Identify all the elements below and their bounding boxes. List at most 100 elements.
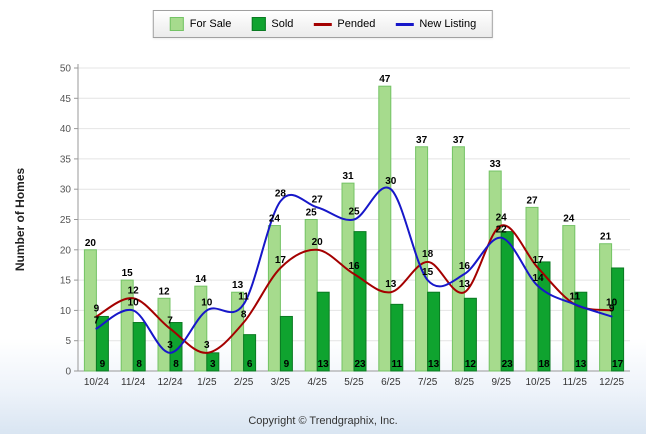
svg-text:17: 17 bbox=[612, 359, 624, 370]
svg-text:14: 14 bbox=[532, 273, 544, 284]
pended-swatch-icon bbox=[313, 22, 332, 26]
svg-text:8: 8 bbox=[241, 310, 247, 321]
svg-text:13: 13 bbox=[385, 279, 397, 290]
svg-text:20: 20 bbox=[312, 237, 324, 248]
svg-text:3/25: 3/25 bbox=[271, 377, 291, 388]
svg-text:12/24: 12/24 bbox=[157, 377, 182, 388]
svg-text:7: 7 bbox=[167, 316, 173, 327]
svg-text:30: 30 bbox=[385, 176, 397, 187]
svg-text:9: 9 bbox=[94, 303, 100, 314]
svg-text:37: 37 bbox=[416, 135, 428, 146]
svg-text:13: 13 bbox=[232, 280, 244, 291]
svg-text:10/24: 10/24 bbox=[84, 377, 109, 388]
svg-text:30: 30 bbox=[60, 185, 72, 196]
svg-text:25: 25 bbox=[306, 208, 318, 219]
svg-text:40: 40 bbox=[60, 124, 72, 135]
svg-text:37: 37 bbox=[453, 135, 465, 146]
svg-text:10: 10 bbox=[60, 306, 72, 317]
svg-text:11: 11 bbox=[238, 291, 249, 302]
svg-text:7/25: 7/25 bbox=[418, 377, 438, 388]
svg-text:21: 21 bbox=[600, 232, 612, 243]
svg-text:33: 33 bbox=[490, 159, 502, 170]
svg-text:0: 0 bbox=[65, 367, 71, 378]
svg-text:5: 5 bbox=[65, 336, 71, 347]
svg-text:9: 9 bbox=[284, 359, 290, 370]
svg-text:23: 23 bbox=[502, 359, 514, 370]
svg-text:10: 10 bbox=[606, 297, 618, 308]
svg-text:17: 17 bbox=[275, 255, 287, 266]
svg-text:3: 3 bbox=[167, 340, 173, 351]
svg-text:20: 20 bbox=[60, 245, 72, 256]
svg-text:11: 11 bbox=[570, 291, 581, 302]
legend-item-pended: Pended bbox=[313, 18, 375, 30]
svg-text:27: 27 bbox=[312, 194, 324, 205]
svg-text:12/25: 12/25 bbox=[599, 377, 624, 388]
svg-text:31: 31 bbox=[342, 171, 354, 182]
svg-text:13: 13 bbox=[428, 359, 440, 370]
copyright-text: Copyright © Trendgraphix, Inc. bbox=[248, 415, 398, 427]
svg-text:23: 23 bbox=[354, 359, 366, 370]
svg-text:15: 15 bbox=[122, 268, 134, 279]
svg-text:13: 13 bbox=[575, 359, 587, 370]
legend-item-sold: Sold bbox=[251, 17, 293, 31]
svg-text:9: 9 bbox=[100, 359, 106, 370]
svg-text:11/24: 11/24 bbox=[121, 377, 146, 388]
svg-text:18: 18 bbox=[538, 359, 550, 370]
svg-text:4/25: 4/25 bbox=[307, 377, 327, 388]
svg-text:35: 35 bbox=[60, 154, 72, 165]
svg-text:14: 14 bbox=[195, 274, 207, 285]
svg-text:24: 24 bbox=[563, 214, 575, 225]
svg-text:2/25: 2/25 bbox=[234, 377, 254, 388]
svg-text:47: 47 bbox=[379, 74, 391, 85]
svg-text:24: 24 bbox=[496, 213, 508, 224]
svg-text:Number of Homes: Number of Homes bbox=[13, 168, 27, 272]
svg-text:11: 11 bbox=[570, 291, 581, 302]
for-sale-swatch-icon bbox=[169, 17, 184, 31]
svg-text:1/25: 1/25 bbox=[197, 377, 217, 388]
svg-text:6/25: 6/25 bbox=[381, 377, 401, 388]
svg-text:8: 8 bbox=[136, 359, 142, 370]
svg-text:11/25: 11/25 bbox=[563, 377, 588, 388]
sold-swatch-icon bbox=[251, 17, 266, 31]
new-listing-swatch-icon bbox=[395, 22, 414, 26]
svg-text:10: 10 bbox=[128, 297, 140, 308]
legend-label-sold: Sold bbox=[271, 18, 294, 30]
svg-text:22: 22 bbox=[496, 225, 508, 236]
svg-text:15: 15 bbox=[422, 267, 434, 278]
svg-text:18: 18 bbox=[422, 249, 434, 260]
svg-text:10: 10 bbox=[201, 297, 213, 308]
svg-text:3: 3 bbox=[204, 340, 210, 351]
svg-text:20: 20 bbox=[85, 238, 97, 249]
legend-item-for-sale: For Sale bbox=[169, 17, 232, 31]
svg-text:27: 27 bbox=[526, 195, 538, 206]
svg-text:10/25: 10/25 bbox=[525, 377, 550, 388]
svg-text:16: 16 bbox=[348, 261, 360, 272]
svg-text:50: 50 bbox=[60, 64, 72, 75]
svg-text:9: 9 bbox=[609, 303, 615, 314]
svg-text:17: 17 bbox=[532, 255, 544, 266]
svg-text:3: 3 bbox=[210, 359, 216, 370]
legend-label-pended: Pended bbox=[337, 18, 376, 30]
svg-text:13: 13 bbox=[459, 279, 471, 290]
svg-text:11: 11 bbox=[392, 359, 403, 370]
svg-text:8/25: 8/25 bbox=[455, 377, 475, 388]
chart-legend: For Sale Sold Pended New Listing bbox=[152, 10, 494, 38]
svg-text:6: 6 bbox=[247, 359, 253, 370]
svg-text:16: 16 bbox=[459, 261, 471, 272]
svg-text:28: 28 bbox=[275, 188, 287, 199]
legend-item-new-listing: New Listing bbox=[395, 18, 476, 30]
svg-text:12: 12 bbox=[128, 285, 140, 296]
svg-text:7: 7 bbox=[94, 316, 100, 327]
svg-text:13: 13 bbox=[318, 359, 330, 370]
svg-text:12: 12 bbox=[465, 359, 477, 370]
svg-text:45: 45 bbox=[60, 94, 72, 105]
svg-text:15: 15 bbox=[60, 276, 72, 287]
svg-text:25: 25 bbox=[348, 207, 360, 218]
legend-label-for-sale: For Sale bbox=[189, 18, 232, 30]
svg-text:5/25: 5/25 bbox=[344, 377, 364, 388]
svg-text:25: 25 bbox=[60, 215, 72, 226]
svg-text:24: 24 bbox=[269, 214, 281, 225]
svg-text:8: 8 bbox=[173, 359, 179, 370]
